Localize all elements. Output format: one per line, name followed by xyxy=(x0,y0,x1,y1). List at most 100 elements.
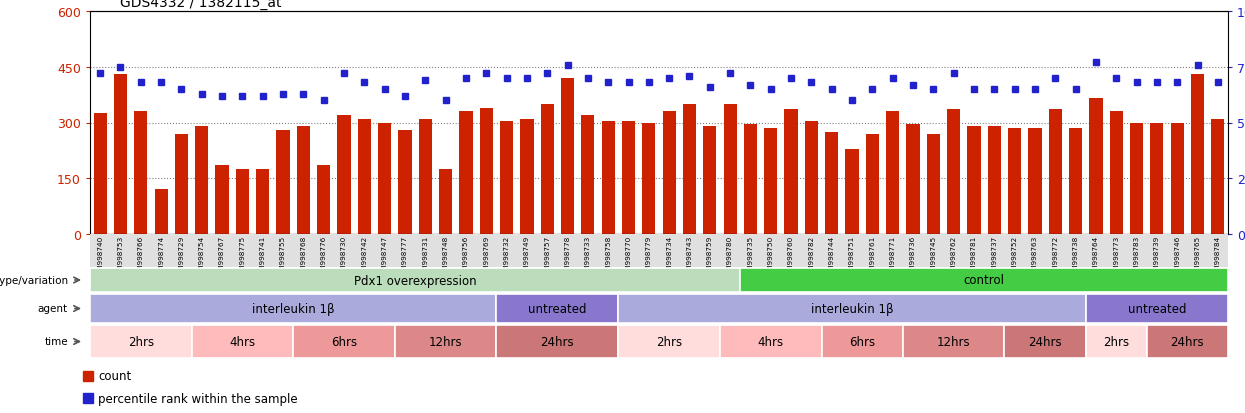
Text: GSM998743: GSM998743 xyxy=(686,235,692,280)
Bar xyxy=(378,123,391,235)
Bar xyxy=(1211,119,1224,235)
Bar xyxy=(581,116,594,235)
Text: GSM998759: GSM998759 xyxy=(707,235,713,280)
Text: GSM998774: GSM998774 xyxy=(158,235,164,280)
Bar xyxy=(642,123,655,235)
Text: GSM998766: GSM998766 xyxy=(138,235,144,280)
Text: GSM998758: GSM998758 xyxy=(605,235,611,280)
Bar xyxy=(1130,123,1143,235)
Text: interleukin 1β: interleukin 1β xyxy=(810,302,894,315)
Bar xyxy=(337,116,351,235)
Text: control: control xyxy=(964,274,1005,287)
Bar xyxy=(601,121,615,235)
Text: GSM998735: GSM998735 xyxy=(747,235,753,280)
Bar xyxy=(174,134,188,235)
Bar xyxy=(561,79,574,235)
Text: 2hrs: 2hrs xyxy=(128,335,154,348)
Bar xyxy=(967,127,981,235)
Text: GSM998768: GSM998768 xyxy=(300,235,306,280)
Bar xyxy=(317,166,330,235)
Text: GSM998755: GSM998755 xyxy=(280,235,286,280)
Bar xyxy=(906,125,920,235)
Bar xyxy=(1150,123,1164,235)
Bar xyxy=(497,294,619,323)
Text: GSM998784: GSM998784 xyxy=(1215,235,1221,280)
Text: GSM998783: GSM998783 xyxy=(1133,235,1139,280)
Text: 2hrs: 2hrs xyxy=(1103,335,1129,348)
Text: GSM998740: GSM998740 xyxy=(97,235,103,280)
Text: GSM998761: GSM998761 xyxy=(869,235,875,280)
Text: GSM998737: GSM998737 xyxy=(991,235,997,280)
Text: GSM998738: GSM998738 xyxy=(1073,235,1078,280)
Bar xyxy=(1170,123,1184,235)
Bar xyxy=(296,127,310,235)
Text: GSM998744: GSM998744 xyxy=(829,235,834,280)
Bar xyxy=(619,325,720,358)
Bar xyxy=(619,294,1086,323)
Bar xyxy=(439,170,452,235)
Bar xyxy=(1191,75,1204,235)
Bar xyxy=(418,119,432,235)
Bar xyxy=(276,131,290,235)
Bar xyxy=(764,129,777,235)
Bar xyxy=(395,325,497,358)
Bar xyxy=(398,131,412,235)
Text: GSM998763: GSM998763 xyxy=(1032,235,1038,280)
Bar xyxy=(662,112,676,235)
Text: GSM998751: GSM998751 xyxy=(849,235,855,280)
Text: GSM998730: GSM998730 xyxy=(341,235,347,280)
Bar xyxy=(1086,325,1147,358)
Text: GSM998731: GSM998731 xyxy=(422,235,428,280)
Text: GSM998742: GSM998742 xyxy=(361,235,367,280)
Text: GSM998779: GSM998779 xyxy=(646,235,652,280)
Text: GSM998776: GSM998776 xyxy=(321,235,326,280)
Bar xyxy=(154,190,168,235)
Bar xyxy=(192,325,294,358)
Bar xyxy=(1069,129,1082,235)
Bar xyxy=(113,75,127,235)
Bar xyxy=(90,268,741,292)
Text: GSM998771: GSM998771 xyxy=(890,235,895,280)
Bar xyxy=(93,114,107,235)
Bar xyxy=(1048,110,1062,235)
Text: GSM998757: GSM998757 xyxy=(544,235,550,280)
Bar xyxy=(804,121,818,235)
Bar xyxy=(947,110,960,235)
Bar xyxy=(865,134,879,235)
Text: untreated: untreated xyxy=(528,302,586,315)
Bar xyxy=(1008,129,1021,235)
Text: 12hrs: 12hrs xyxy=(936,335,970,348)
Bar xyxy=(845,149,859,235)
Text: GSM998753: GSM998753 xyxy=(117,235,123,280)
Text: GSM998767: GSM998767 xyxy=(219,235,225,280)
Text: GSM998746: GSM998746 xyxy=(1174,235,1180,280)
Text: GSM998769: GSM998769 xyxy=(483,235,489,280)
Text: GSM998782: GSM998782 xyxy=(808,235,814,280)
Bar xyxy=(540,104,554,235)
Text: 24hrs: 24hrs xyxy=(540,335,574,348)
Bar xyxy=(743,125,757,235)
Text: agent: agent xyxy=(37,304,68,314)
Text: GSM998747: GSM998747 xyxy=(382,235,387,280)
Text: GSM998780: GSM998780 xyxy=(727,235,733,280)
Bar xyxy=(886,112,899,235)
Text: GSM998739: GSM998739 xyxy=(1154,235,1160,280)
Bar xyxy=(134,112,147,235)
Text: 6hrs: 6hrs xyxy=(849,335,875,348)
Bar xyxy=(235,170,249,235)
Text: GSM998762: GSM998762 xyxy=(951,235,956,280)
Text: GSM998777: GSM998777 xyxy=(402,235,408,280)
Text: GSM998760: GSM998760 xyxy=(788,235,794,280)
Bar xyxy=(784,110,798,235)
Bar xyxy=(987,127,1001,235)
Text: percentile rank within the sample: percentile rank within the sample xyxy=(98,392,298,405)
Text: GSM998745: GSM998745 xyxy=(930,235,936,280)
Text: 24hrs: 24hrs xyxy=(1028,335,1062,348)
Bar xyxy=(256,170,269,235)
Bar xyxy=(90,294,497,323)
Bar xyxy=(622,121,635,235)
Bar xyxy=(903,325,1005,358)
Bar xyxy=(215,166,229,235)
Bar xyxy=(1089,99,1103,235)
Bar xyxy=(703,127,716,235)
